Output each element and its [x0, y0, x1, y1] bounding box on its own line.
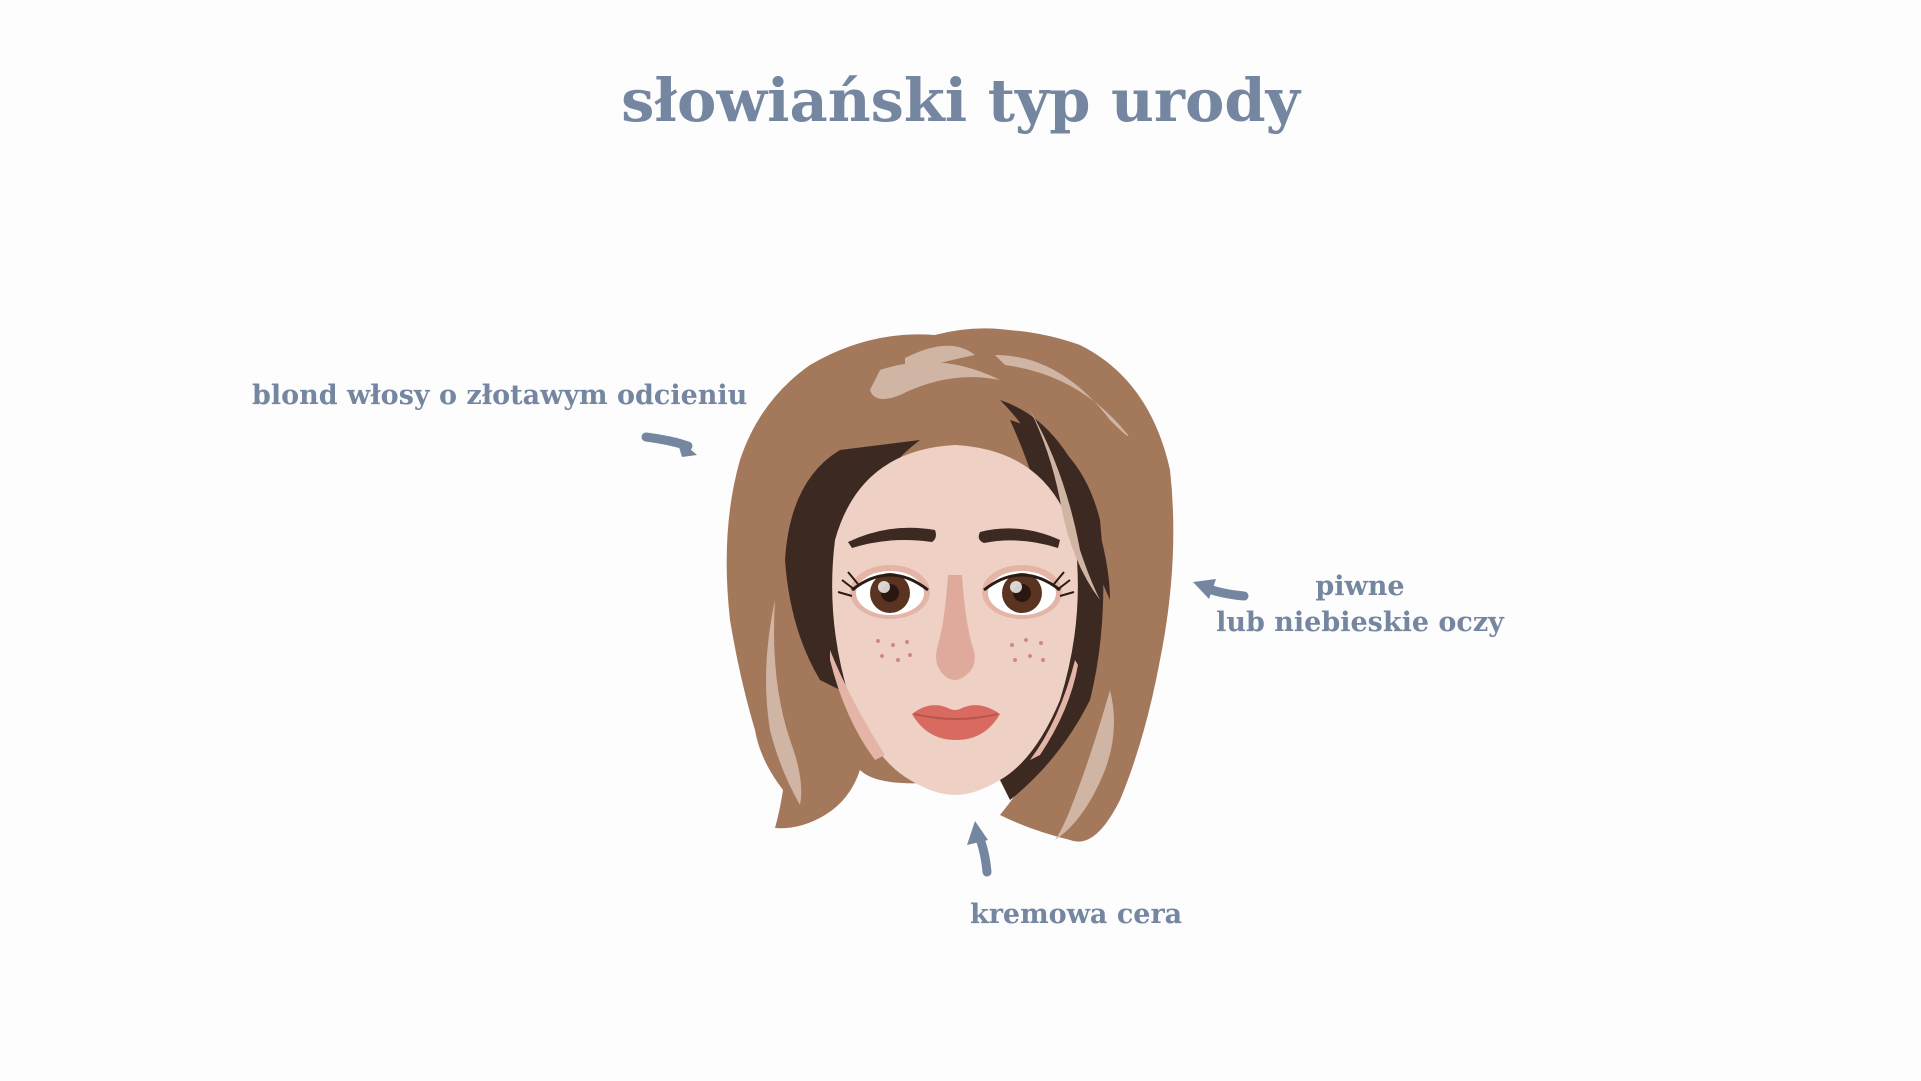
eyes-annotation-line2: lub niebieskie oczy	[1216, 607, 1504, 638]
nose	[936, 575, 975, 680]
skin-annotation: kremowa cera	[970, 899, 1183, 930]
hair-annotation: blond włosy o złotawym odcieniu	[252, 380, 748, 411]
hair-front	[766, 328, 1164, 840]
freckles	[876, 638, 1045, 662]
hair-arrow-icon	[641, 432, 697, 457]
eyes-annotation: piwne lub niebieskie oczy	[1200, 569, 1520, 641]
left-eyebrow	[848, 527, 936, 548]
eyes-annotation-line1: piwne	[1315, 571, 1405, 602]
eyes-arrow-icon	[1193, 579, 1249, 601]
right-eyebrow	[978, 528, 1060, 548]
page-title: słowiański typ urody	[621, 66, 1300, 135]
skin-arrow-icon	[967, 821, 992, 877]
left-eye	[837, 565, 930, 619]
right-eye	[982, 565, 1075, 619]
lips	[912, 705, 1000, 740]
